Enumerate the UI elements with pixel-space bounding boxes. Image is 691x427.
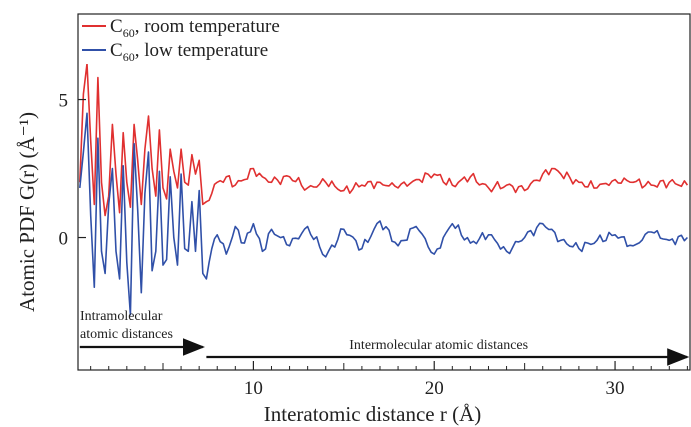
legend-background	[80, 16, 318, 64]
x-tick-label: 30	[606, 378, 625, 399]
plot-frame	[77, 13, 691, 371]
x-tick-label: 20	[425, 378, 444, 399]
annotation-layer: Intramolecular atomic distances Intermolec…	[79, 309, 690, 366]
plot-border	[77, 13, 691, 371]
intramolecular-label-line2: atomic distances	[80, 327, 173, 342]
x-axis-title: Interatomic distance r (Å)	[264, 402, 482, 426]
series-line-low-temperature	[79, 112, 688, 316]
ticks-layer: 10 20 30 0 5	[59, 91, 688, 399]
series-line-room-temperature	[79, 62, 689, 217]
y-tick-label: 5	[59, 91, 69, 112]
legend-label: C60, room temperature	[110, 16, 280, 40]
intramolecular-label-line1: Intramolecular	[80, 309, 163, 324]
y-tick-label: 0	[59, 229, 69, 250]
intermolecular-label: Intermolecular atomic distances	[349, 338, 528, 353]
y-axis-title: Atomic PDF G(r) (Å⁻¹)	[15, 112, 39, 312]
legend-label: C60, low temperature	[110, 40, 268, 64]
series-layer	[79, 62, 689, 316]
x-tick-label: 10	[244, 378, 263, 399]
